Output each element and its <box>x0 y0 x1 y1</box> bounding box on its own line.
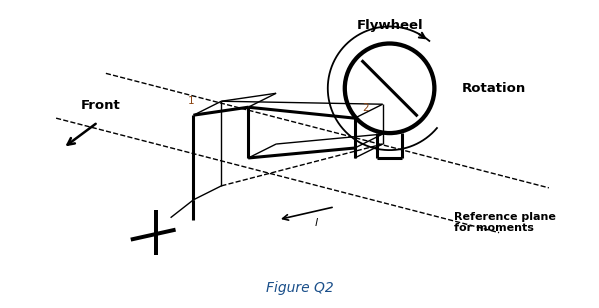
Text: Reference plane
for moments: Reference plane for moments <box>454 212 556 233</box>
Text: Flywheel: Flywheel <box>356 18 423 31</box>
Text: 1: 1 <box>188 96 195 106</box>
Text: Rotation: Rotation <box>461 82 525 95</box>
Text: Front: Front <box>81 99 121 112</box>
Text: 2: 2 <box>363 103 370 113</box>
Text: Figure Q2: Figure Q2 <box>266 282 334 295</box>
Text: l: l <box>314 218 317 228</box>
